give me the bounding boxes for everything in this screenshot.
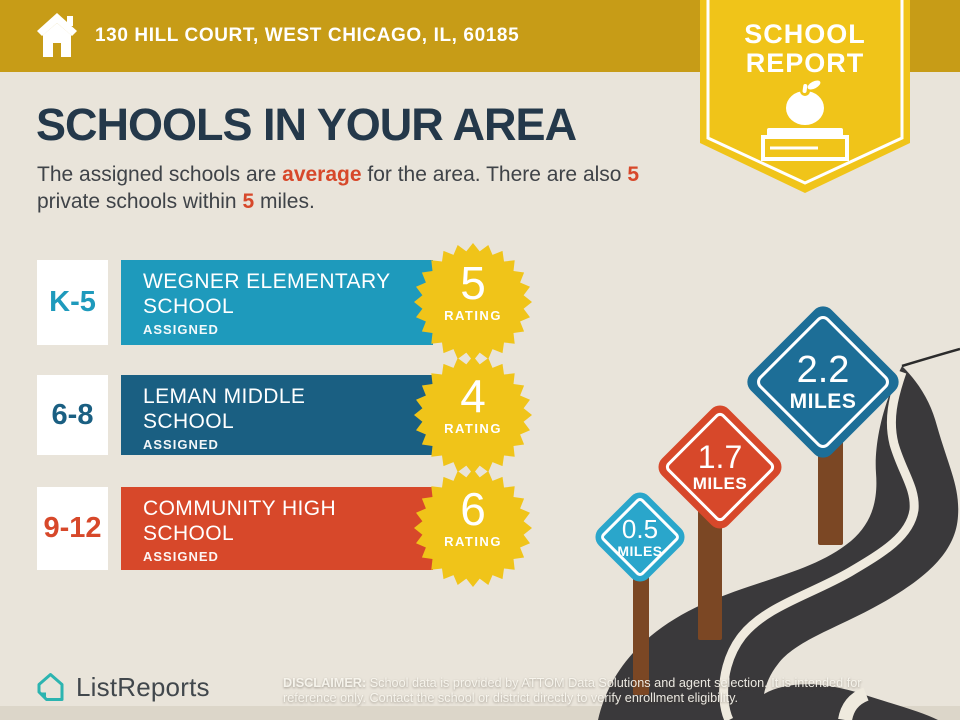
school-name: LEMAN MIDDLE SCHOOL [143,385,306,433]
disclaimer-body: School data is provided by ATTOM Data So… [283,676,862,705]
property-address: 130 HILL COURT, WEST CHICAGO, IL, 60185 [95,25,520,46]
rating-badge: 6 RATING [413,468,533,588]
brand-name: ListReports [76,672,210,702]
ribbon-line1: SCHOOL [744,19,866,49]
subtitle-text: for the area. There are also [361,163,628,186]
rating-value: 6 [460,483,486,535]
rating-burst-icon [414,469,532,587]
school-row: 6-8 LEMAN MIDDLE SCHOOL ASSIGNED 4 RATIN… [0,356,960,474]
rating-badge: 4 RATING [413,355,533,475]
school-bar: WEGNER ELEMENTARY SCHOOL ASSIGNED [121,260,433,345]
school-bar: COMMUNITY HIGH SCHOOL ASSIGNED [121,487,433,570]
disclaimer-label: DISCLAIMER: [283,676,367,690]
rating-burst-icon [414,356,532,474]
rating-label: RATING [444,421,502,436]
ribbon-line2: REPORT [745,48,865,78]
school-name: WEGNER ELEMENTARY SCHOOL [143,270,391,318]
distance-value: 1.7 [697,438,743,475]
distance-value: 0.5 [621,513,659,544]
rating-value: 4 [460,370,486,422]
home-icon [37,13,77,57]
distance-sign-0: 0.5 MILES [590,487,690,587]
school-status: ASSIGNED [143,322,219,337]
grade-range: K-5 [37,260,108,345]
rating-value: 5 [460,257,486,309]
subtitle-highlight-average: average [282,163,362,186]
distance-unit: MILES [617,542,663,559]
listreports-logo-icon [37,673,64,701]
rating-burst-icon [414,243,532,361]
subtitle-text: miles. [254,190,315,213]
school-status: ASSIGNED [143,549,219,564]
distance-sign-2: 2.2 MILES [742,301,904,463]
subtitle-text: private schools within [37,190,243,213]
subtitle-highlight-miles: 5 [242,190,255,213]
grade-range: 9-12 [37,487,108,570]
school-status: ASSIGNED [143,437,219,452]
listreports-logo: ListReports [34,671,210,704]
rating-label: RATING [444,534,502,549]
school-row: K-5 WEGNER ELEMENTARY SCHOOL ASSIGNED 5 … [0,243,960,361]
school-row: 9-12 COMMUNITY HIGH SCHOOL ASSIGNED 6 RA… [0,469,960,587]
rating-badge: 5 RATING [413,242,533,362]
subtitle-highlight-count: 5 [627,163,639,186]
ribbon-title: SCHOOL REPORT [700,20,910,78]
apple-book-icon [761,80,849,161]
disclaimer-text: DISCLAIMER: School data is provided by A… [283,676,911,705]
rating-label: RATING [444,308,502,323]
distance-sign-1: 1.7 MILES [653,400,787,534]
sign-post [633,555,649,695]
school-name: COMMUNITY HIGH SCHOOL [143,497,337,545]
grade-range: 6-8 [37,375,108,455]
school-report-ribbon: SCHOOL REPORT [700,0,910,200]
distance-value: 2.2 [796,348,850,391]
page-subtitle: The assigned schools are average for the… [37,161,685,215]
subtitle-text: The assigned schools are [37,163,283,186]
school-bar: LEMAN MIDDLE SCHOOL ASSIGNED [121,375,433,455]
distance-unit: MILES [789,389,857,413]
page-title: SCHOOLS IN YOUR AREA [36,99,577,150]
distance-unit: MILES [692,473,748,493]
